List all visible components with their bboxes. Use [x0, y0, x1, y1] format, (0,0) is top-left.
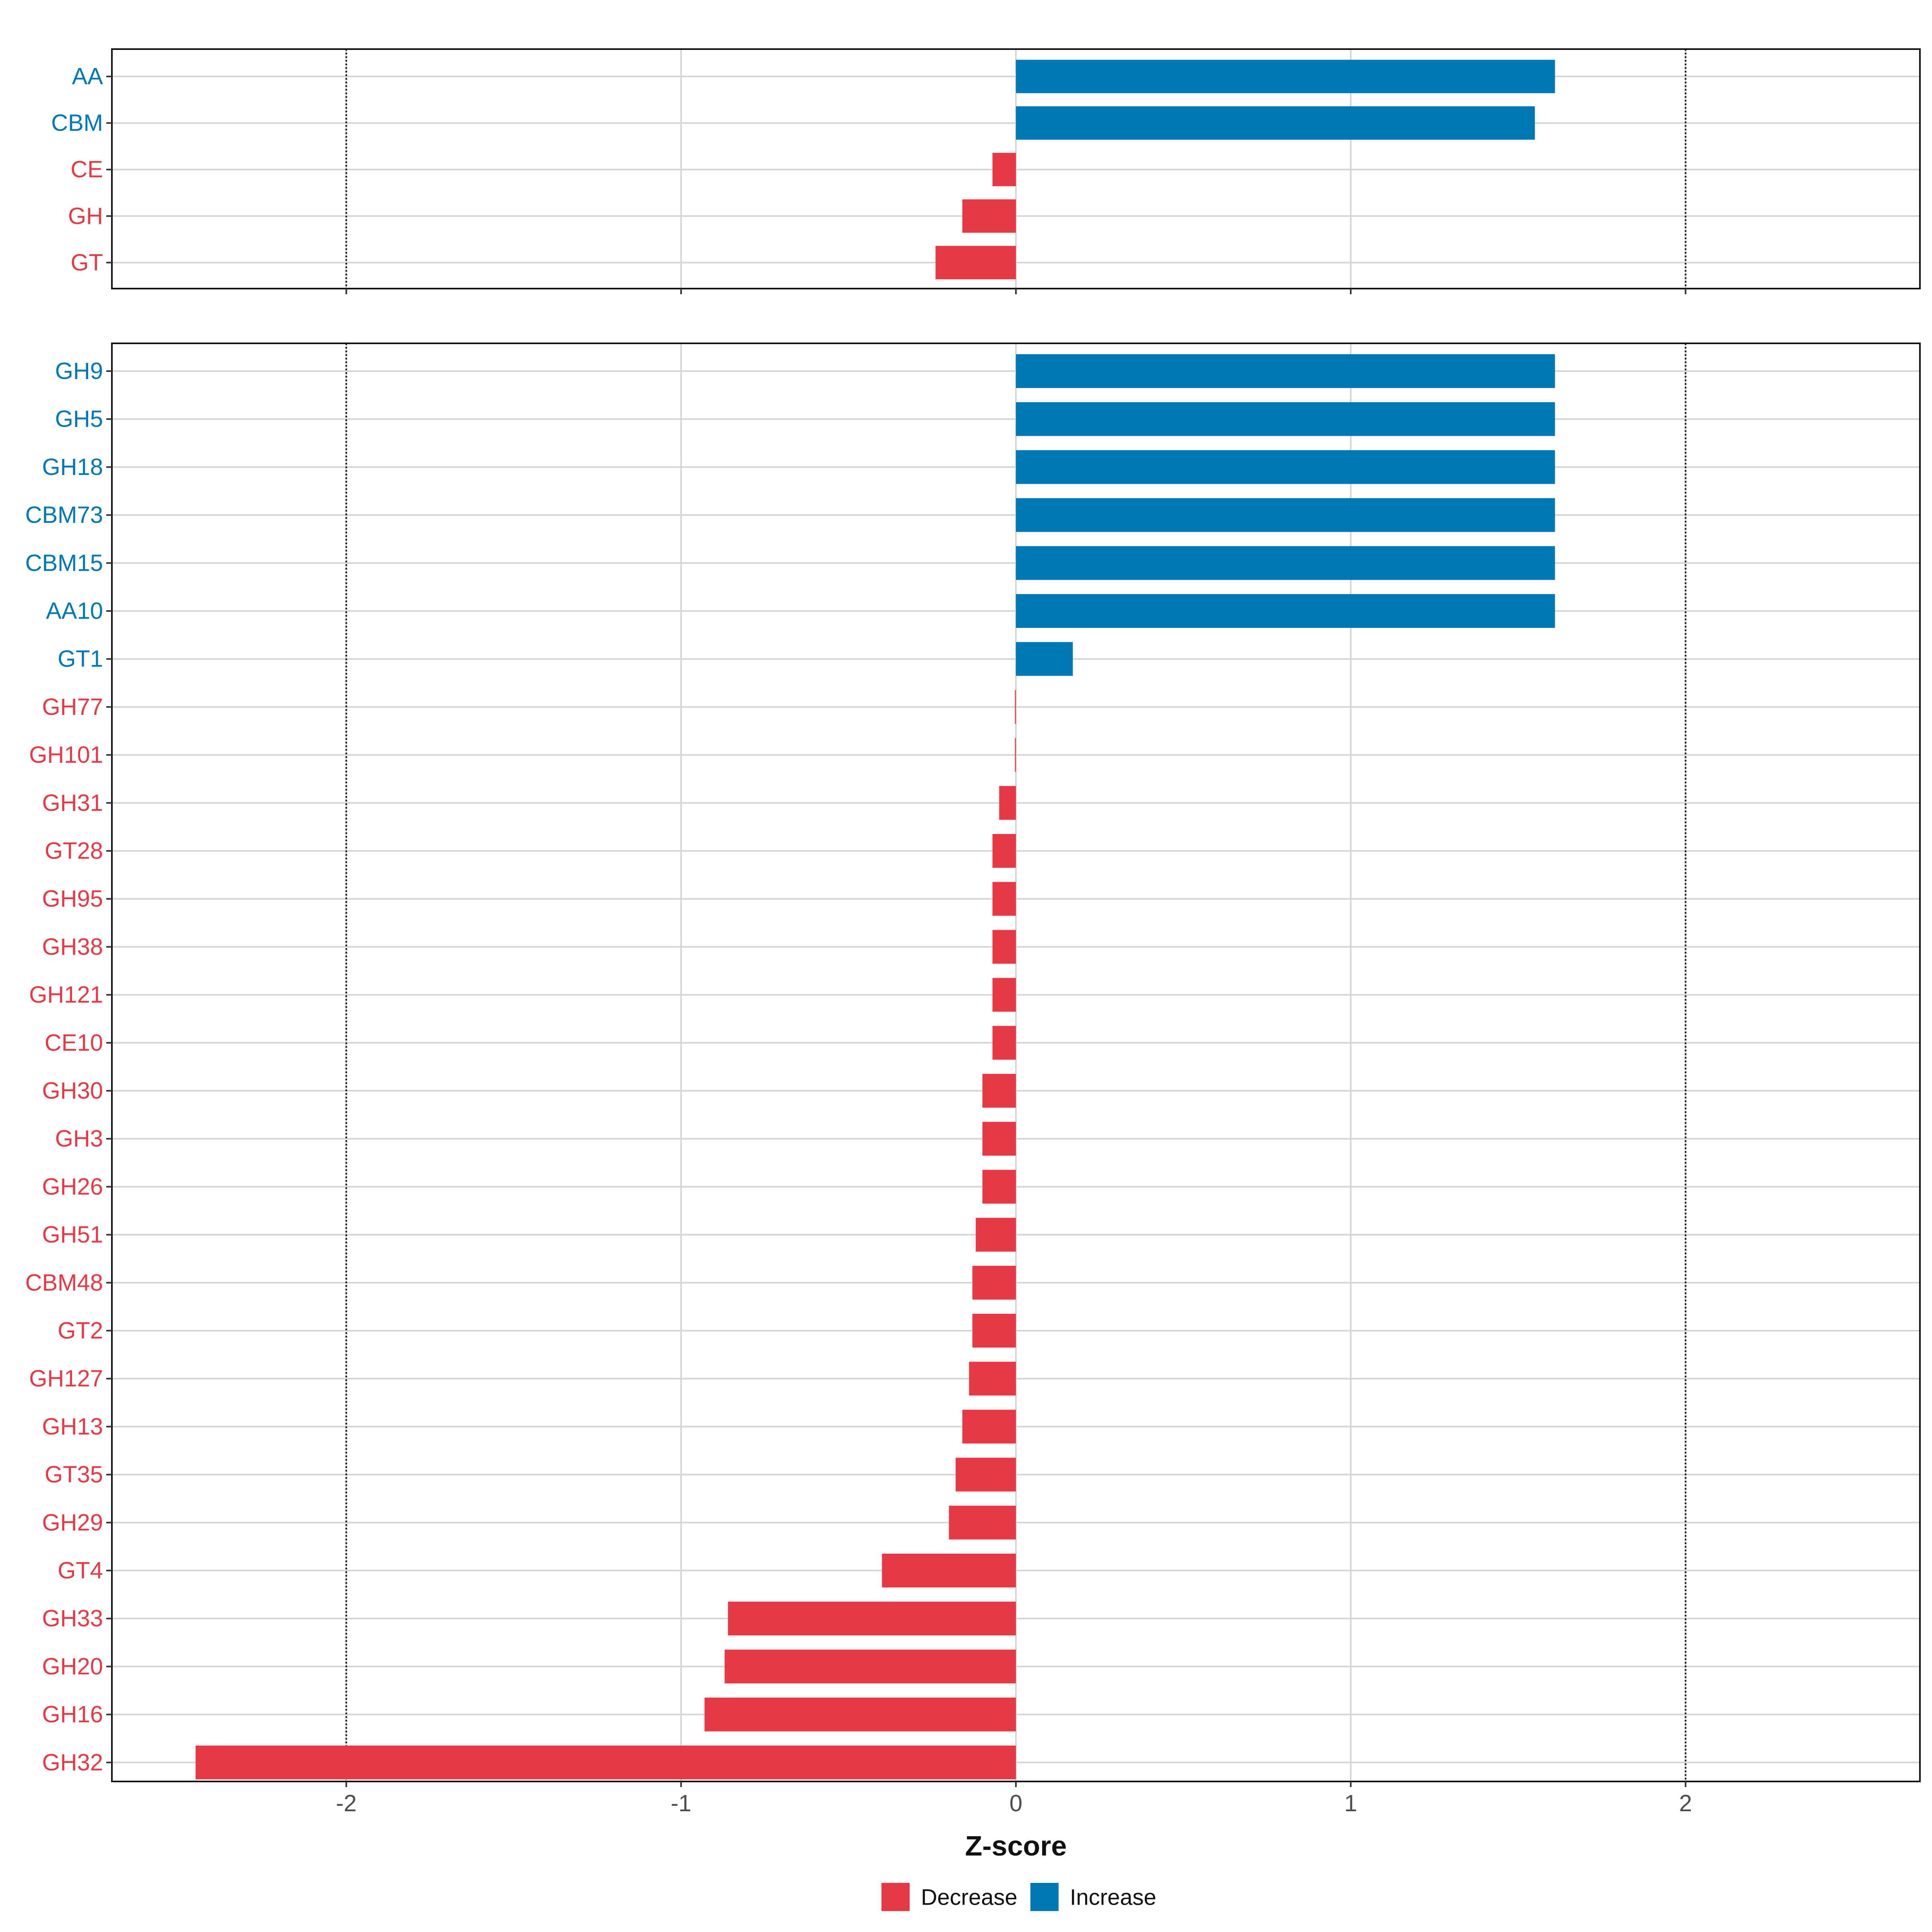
x-tick-label: 1: [1344, 1790, 1357, 1816]
y-tick-label: GH20: [42, 1653, 103, 1680]
y-tick-label: CBM48: [25, 1269, 103, 1296]
legend-swatch: [1030, 1883, 1059, 1911]
bar-gh: [962, 199, 1016, 233]
bar-gh16: [704, 1697, 1016, 1732]
y-tick-label: GH16: [42, 1701, 103, 1728]
y-axis: GH9 GH5 GH18 CBM73 CBM15 AA10 GT1 GH77 GH101 GH31…: [25, 358, 112, 1775]
reference-lines: [345, 343, 1686, 1781]
x-tick-label: -1: [671, 1790, 691, 1816]
y-tick-label: GT28: [45, 838, 103, 864]
bar-gh30: [982, 1074, 1016, 1108]
bar-cbm73: [1016, 498, 1555, 532]
y-tick-label: GH33: [42, 1606, 103, 1632]
bar-gh26: [982, 1170, 1016, 1204]
bar-gh51: [976, 1218, 1016, 1252]
bar-gh38: [992, 930, 1016, 964]
y-tick-label: GH38: [42, 934, 103, 960]
bar-gh3: [982, 1122, 1016, 1156]
bar-gh32: [195, 1745, 1016, 1779]
y-tick-label: GH101: [29, 742, 103, 768]
x-tick-label: 0: [1009, 1790, 1022, 1816]
legend: Decrease Increase: [881, 1883, 1156, 1911]
x-tick-marks: [345, 289, 1686, 294]
bar-gh101: [1015, 738, 1016, 772]
y-tick-label: GH5: [55, 406, 103, 432]
bar-gt: [935, 246, 1016, 279]
y-tick-label: GT2: [58, 1318, 103, 1344]
y-tick-label: GH51: [42, 1222, 103, 1248]
bar-gh9: [1016, 354, 1555, 388]
bars: [195, 354, 1555, 1779]
reference-lines: [345, 49, 1686, 289]
y-tick-label: GT4: [58, 1558, 103, 1584]
y-tick-label: GH95: [42, 886, 103, 912]
y-tick-label: CBM: [51, 110, 103, 136]
bar-gh33: [728, 1602, 1016, 1636]
y-tick-label: GH31: [42, 790, 103, 816]
y-tick-label: GH18: [42, 454, 103, 480]
bar-cbm: [1016, 106, 1535, 140]
y-tick-label: GH121: [29, 982, 103, 1008]
y-tick-label: GH: [68, 203, 103, 229]
bar-gh5: [1016, 402, 1555, 436]
bar-gh18: [1016, 450, 1555, 484]
bar-ce10: [992, 1026, 1016, 1060]
bar-gh121: [992, 978, 1016, 1012]
legend-item-decrease: Decrease: [881, 1883, 1018, 1911]
bar-gt4: [882, 1554, 1016, 1587]
y-tick-label: CE: [70, 157, 103, 183]
panel-class: AA CBM CE GH GT: [51, 48, 1921, 294]
y-tick-label: CBM73: [25, 502, 103, 528]
panel-family: GH9 GH5 GH18 CBM73 CBM15 AA10 GT1 GH77 GH101 GH31…: [25, 343, 1921, 1787]
legend-swatch: [881, 1883, 910, 1911]
legend-label: Decrease: [921, 1885, 1018, 1910]
y-tick-label: GH29: [42, 1509, 103, 1536]
y-tick-label: CE10: [45, 1030, 103, 1056]
bar-gh127: [969, 1362, 1016, 1396]
y-tick-label: GH13: [42, 1414, 103, 1440]
legend-label: Increase: [1070, 1885, 1156, 1910]
y-tick-label: GH26: [42, 1174, 103, 1200]
y-tick-label: AA10: [46, 598, 103, 624]
bar-gt2: [972, 1314, 1016, 1348]
y-tick-label: AA: [72, 64, 103, 90]
y-tick-label: GH30: [42, 1078, 103, 1104]
bar-cbm15: [1016, 546, 1555, 580]
bar-gt1: [1016, 642, 1073, 676]
bar-aa10: [1016, 594, 1555, 628]
x-tick-label: 2: [1679, 1790, 1692, 1816]
bar-gh13: [962, 1410, 1016, 1444]
bar-gt35: [956, 1457, 1016, 1492]
x-gridlines: [345, 343, 1686, 1781]
y-tick-label: CBM15: [25, 550, 103, 576]
bar-gh95: [992, 882, 1016, 916]
y-tick-label: GT: [70, 250, 103, 276]
x-tick-marks: [345, 1781, 1686, 1787]
x-axis: -2 -1 0 1 2: [336, 1790, 1692, 1816]
bar-aa: [1016, 60, 1555, 93]
y-tick-label: GT35: [45, 1461, 103, 1488]
bar-gh29: [949, 1505, 1016, 1540]
bar-gh77: [1015, 690, 1016, 724]
bar-ce: [992, 153, 1016, 186]
bar-gh31: [999, 786, 1016, 820]
y-tick-label: GH32: [42, 1749, 103, 1775]
y-tick-label: GT1: [58, 646, 103, 672]
bars: [935, 60, 1555, 279]
y-tick-label: GH9: [55, 358, 103, 384]
x-axis-title: Z-score: [965, 1830, 1067, 1862]
y-tick-label: GH3: [55, 1126, 103, 1152]
x-tick-label: -2: [336, 1790, 357, 1816]
y-tick-label: GH127: [29, 1366, 103, 1392]
y-tick-label: GH77: [42, 694, 103, 720]
bar-cbm48: [972, 1265, 1016, 1300]
y-axis: AA CBM CE GH GT: [51, 64, 112, 276]
bar-gt28: [992, 834, 1016, 868]
bar-gh20: [724, 1649, 1016, 1684]
legend-item-increase: Increase: [1030, 1883, 1156, 1911]
